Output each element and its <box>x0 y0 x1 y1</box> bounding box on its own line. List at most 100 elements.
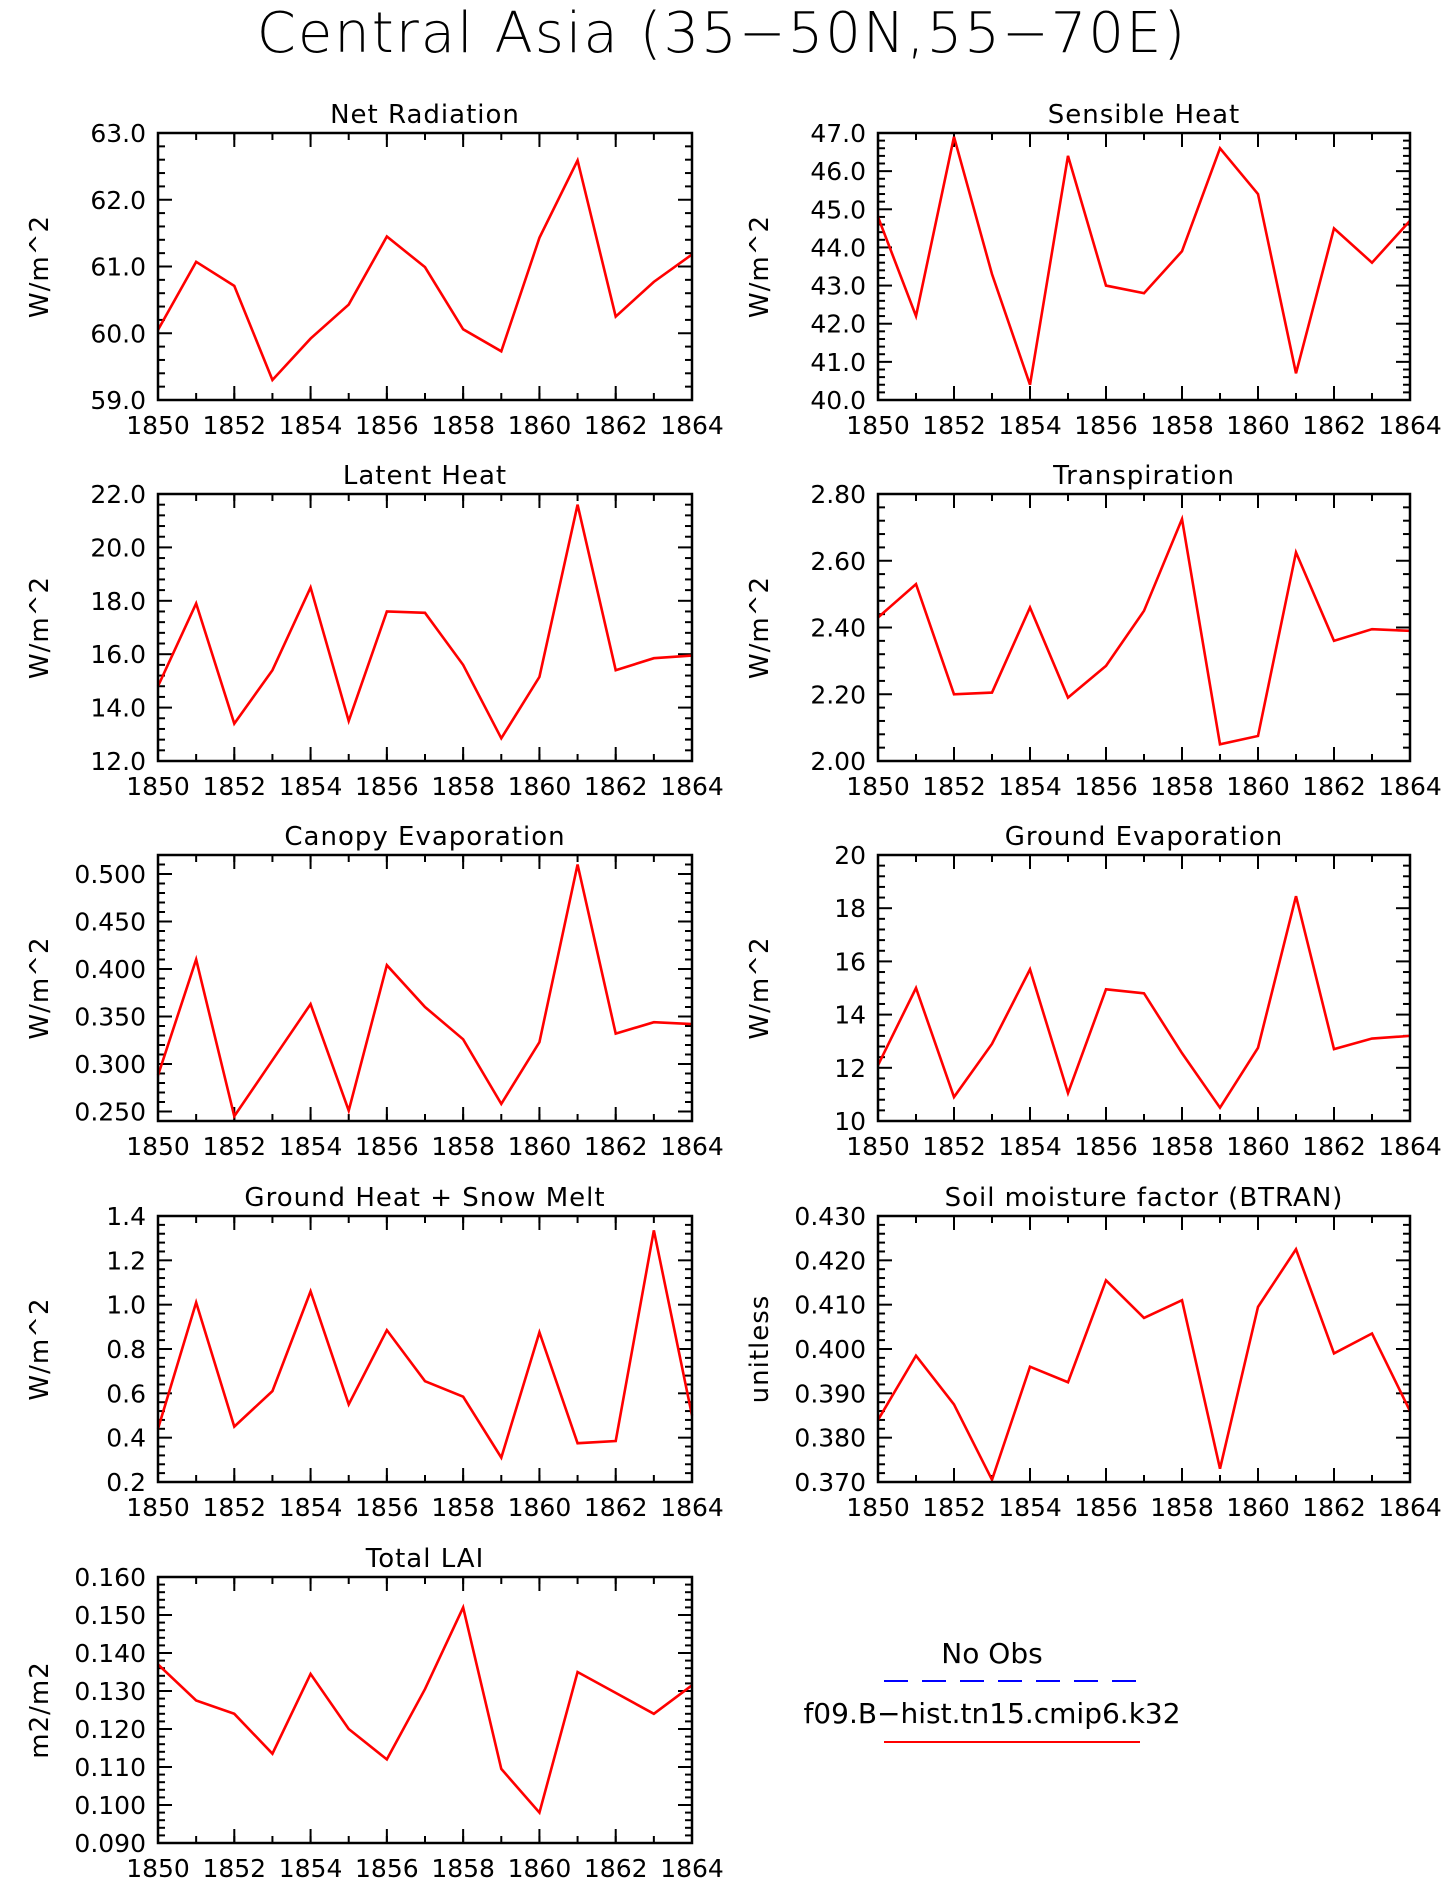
chart-total-lai-xtick-label: 1860 <box>508 1854 572 1883</box>
chart-transpiration-xtick-label: 1860 <box>1226 772 1290 801</box>
chart-ground-evaporation-series-line <box>876 895 1411 1111</box>
chart-net-radiation-title: Net Radiation <box>330 100 520 130</box>
chart-soil-moisture-factor-btran-xtick-label: 1850 <box>846 1493 910 1522</box>
chart-latent-heat-ytick-label: 22.0 <box>90 480 146 509</box>
chart-sensible-heat-xtick-label: 1864 <box>1378 411 1442 440</box>
chart-soil-moisture-factor-btran-xtick-label: 1864 <box>1378 1493 1442 1522</box>
chart-net-radiation-ylabel: W/m^2 <box>25 215 55 318</box>
chart-transpiration-ytick-label: 2.60 <box>810 547 866 576</box>
chart-total-lai-frame <box>156 1575 694 1845</box>
chart-ground-evaporation-ytick-label: 20 <box>834 841 866 870</box>
chart-latent-heat-frame <box>156 492 694 763</box>
chart-transpiration-xtick-label: 1850 <box>846 772 910 801</box>
chart-ground-heat-snow-melt-xtick-label: 1852 <box>202 1493 266 1522</box>
chart-total-lai-ytick-label: 0.150 <box>74 1601 146 1630</box>
chart-ground-evaporation-ytick-label: 16 <box>834 947 866 976</box>
chart-total-lai-xtick-label: 1858 <box>431 1854 495 1883</box>
chart-transpiration-xtick-label: 1852 <box>922 772 986 801</box>
chart-total-lai-xtick-label: 1854 <box>279 1854 343 1883</box>
chart-ground-heat-snow-melt: Ground Heat + Snow Melt W/m^2 1850 1852 1854… <box>25 1183 724 1522</box>
chart-ground-heat-snow-melt-xtick-label: 1864 <box>660 1493 724 1522</box>
chart-ground-heat-snow-melt-ylabel: W/m^2 <box>25 1297 55 1400</box>
chart-sensible-heat-xtick-label: 1850 <box>846 411 910 440</box>
chart-soil-moisture-factor-btran-ytick-label: 0.370 <box>794 1468 866 1497</box>
chart-ground-evaporation-xtick-label: 1860 <box>1226 1132 1290 1161</box>
chart-total-lai-xtick-label: 1856 <box>355 1854 419 1883</box>
chart-ground-evaporation-xtick-label: 1850 <box>846 1132 910 1161</box>
chart-latent-heat-ytick-label: 16.0 <box>90 640 146 669</box>
chart-net-radiation-ytick-label: 63.0 <box>90 119 146 148</box>
chart-ground-heat-snow-melt-xtick-label: 1850 <box>126 1493 190 1522</box>
chart-total-lai-xtick-label: 1864 <box>660 1854 724 1883</box>
chart-ground-heat-snow-melt-ytick-label: 1.2 <box>106 1246 146 1275</box>
chart-ground-heat-snow-melt-frame <box>156 1214 694 1484</box>
chart-total-lai-ytick-label: 0.100 <box>74 1791 146 1820</box>
chart-panels: Net Radiation W/m^2 1850 1852 1854 1856 1858 18… <box>25 100 1442 1883</box>
chart-transpiration-ytick-label: 2.00 <box>810 747 866 776</box>
chart-canopy-evaporation-xtick-label: 1852 <box>202 1132 266 1161</box>
chart-soil-moisture-factor-btran-xtick-label: 1860 <box>1226 1493 1290 1522</box>
chart-canopy-evaporation-title: Canopy Evaporation <box>284 822 565 852</box>
chart-net-radiation: Net Radiation W/m^2 1850 1852 1854 1856 1858 18… <box>25 100 724 440</box>
chart-ground-evaporation-xtick-label: 1862 <box>1302 1132 1366 1161</box>
chart-net-radiation-xtick-label: 1852 <box>202 411 266 440</box>
legend-label-no-obs: No Obs <box>941 1637 1042 1670</box>
chart-latent-heat-xtick-label: 1864 <box>660 772 724 801</box>
chart-sensible-heat-xtick-label: 1854 <box>998 411 1062 440</box>
chart-net-radiation-xtick-label: 1856 <box>355 411 419 440</box>
chart-net-radiation-ytick-label: 61.0 <box>90 253 146 282</box>
chart-transpiration-ylabel: W/m^2 <box>745 576 775 679</box>
chart-canopy-evaporation-ytick-label: 0.450 <box>74 908 146 937</box>
chart-ground-evaporation-xtick-label: 1852 <box>922 1132 986 1161</box>
legend-label-model: f09.B−hist.tn15.cmip6.k32 <box>803 1697 1180 1730</box>
chart-total-lai-ytick-label: 0.090 <box>74 1829 146 1858</box>
chart-sensible-heat-ytick-label: 46.0 <box>810 157 866 186</box>
chart-latent-heat-xtick-label: 1854 <box>279 772 343 801</box>
chart-ground-evaporation-ytick-label: 14 <box>834 1001 866 1030</box>
chart-ground-evaporation-xtick-label: 1854 <box>998 1132 1062 1161</box>
chart-ground-heat-snow-melt-xtick-label: 1862 <box>584 1493 648 1522</box>
chart-soil-moisture-factor-btran-ytick-label: 0.430 <box>794 1202 866 1231</box>
chart-latent-heat-ylabel: W/m^2 <box>25 576 55 679</box>
chart-sensible-heat-ytick-label: 44.0 <box>810 233 866 262</box>
chart-soil-moisture-factor-btran-ytick-label: 0.390 <box>794 1379 866 1408</box>
chart-latent-heat-xtick-label: 1858 <box>431 772 495 801</box>
chart-soil-moisture-factor-btran-series-line <box>876 1246 1412 1484</box>
chart-canopy-evaporation-xtick-label: 1856 <box>355 1132 419 1161</box>
chart-ground-evaporation-ytick-label: 12 <box>834 1054 866 1083</box>
chart-total-lai-ytick-label: 0.140 <box>74 1639 146 1668</box>
chart-latent-heat-xtick-label: 1852 <box>202 772 266 801</box>
chart-latent-heat-title: Latent Heat <box>343 461 507 491</box>
chart-sensible-heat-title: Sensible Heat <box>1048 100 1240 130</box>
chart-ground-evaporation-ytick-label: 10 <box>834 1107 866 1136</box>
chart-ground-heat-snow-melt-ytick-label: 1.0 <box>106 1291 146 1320</box>
chart-ground-evaporation-xtick-label: 1858 <box>1150 1132 1214 1161</box>
chart-transpiration-xtick-label: 1862 <box>1302 772 1366 801</box>
chart-total-lai-ytick-label: 0.130 <box>74 1677 146 1706</box>
chart-canopy-evaporation-ytick-label: 0.300 <box>74 1050 146 1079</box>
chart-canopy-evaporation-ytick-label: 0.350 <box>74 1003 146 1032</box>
chart-sensible-heat-xtick-label: 1856 <box>1074 411 1138 440</box>
chart-net-radiation-xtick-label: 1862 <box>584 411 648 440</box>
chart-canopy-evaporation-series-line <box>156 864 693 1120</box>
chart-total-lai: Total LAI m2/m2 1850 1852 1854 1856 1858 1860 18… <box>25 1544 724 1883</box>
chart-sensible-heat-ytick-label: 43.0 <box>810 272 866 301</box>
chart-ground-heat-snow-melt-xtick-label: 1856 <box>355 1493 419 1522</box>
chart-latent-heat-xtick-label: 1850 <box>126 772 190 801</box>
chart-canopy-evaporation-xtick-label: 1862 <box>584 1132 648 1161</box>
chart-net-radiation-ytick-label: 60.0 <box>90 319 146 348</box>
chart-sensible-heat-xtick-label: 1858 <box>1150 411 1214 440</box>
chart-net-radiation-xtick-label: 1850 <box>126 411 190 440</box>
chart-transpiration-ytick-label: 2.80 <box>810 480 866 509</box>
chart-soil-moisture-factor-btran-xtick-label: 1854 <box>998 1493 1062 1522</box>
chart-soil-moisture-factor-btran-ytick-label: 0.410 <box>794 1291 866 1320</box>
chart-total-lai-ytick-label: 0.110 <box>74 1753 146 1782</box>
chart-total-lai-ylabel: m2/m2 <box>25 1661 55 1759</box>
chart-latent-heat-xtick-label: 1856 <box>355 772 419 801</box>
chart-canopy-evaporation: Canopy Evaporation W/m^2 1850 1852 1854 1856 1… <box>25 822 724 1161</box>
chart-sensible-heat-xtick-label: 1852 <box>922 411 986 440</box>
chart-soil-moisture-factor-btran-xtick-label: 1858 <box>1150 1493 1214 1522</box>
chart-canopy-evaporation-frame <box>156 853 694 1123</box>
chart-net-radiation-ytick-label: 59.0 <box>90 386 146 415</box>
chart-sensible-heat-series-line <box>876 136 1411 386</box>
